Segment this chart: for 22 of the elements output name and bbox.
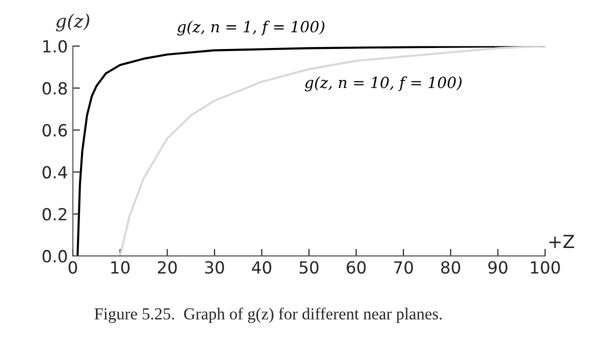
x-tick-label: 90 (488, 261, 508, 274)
x-tick-label: 50 (300, 261, 318, 274)
y-tick-label: 0.0 (42, 250, 67, 263)
x-axis-title: +Z (549, 234, 574, 248)
x-tick-label: 0 (68, 261, 78, 274)
y-tick-label: 1.0 (43, 40, 67, 53)
x-tick-label: 20 (158, 261, 177, 274)
x-tick-label: 10 (111, 261, 130, 274)
x-tick-label: 30 (205, 261, 224, 274)
y-tick-label: 0.4 (42, 166, 68, 179)
x-tick-label: 60 (346, 261, 366, 274)
y-tick-label: 0.6 (42, 124, 67, 137)
y-axis-title: g(z) (56, 14, 90, 32)
x-tick-label: 100 (531, 261, 560, 274)
y-tick-label: 0.8 (42, 82, 67, 95)
series-label: g(z, n = 1, f = 100) (177, 20, 324, 36)
x-tick-label: 40 (252, 261, 272, 274)
caption: Figure 5.25. Graph of g(z) for different near planes. (94, 308, 442, 323)
y-tick-label: 0.2 (42, 208, 66, 221)
x-tick-label: 70 (394, 261, 413, 274)
x-tick-label: 80 (441, 261, 460, 274)
series-label: g(z, n = 10, f = 100) (304, 76, 462, 92)
